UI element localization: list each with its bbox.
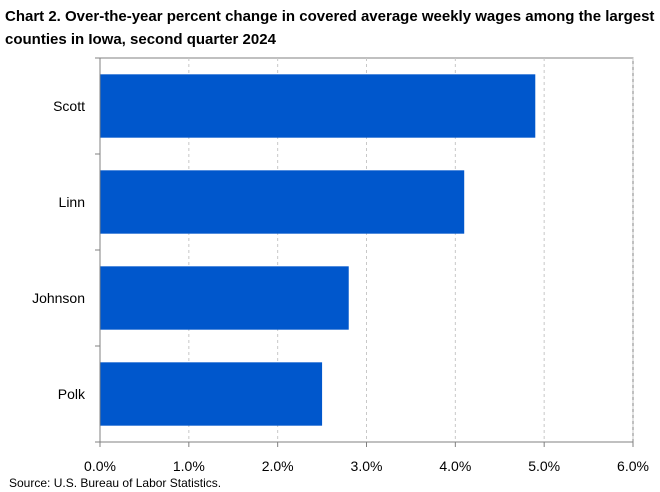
bar (100, 266, 349, 330)
x-tick-label: 6.0% (617, 458, 649, 474)
x-tick-label: 5.0% (528, 458, 560, 474)
y-category-label: Scott (53, 98, 85, 114)
bar (100, 74, 536, 138)
x-tick-label: 1.0% (173, 458, 205, 474)
bar (100, 362, 323, 426)
x-tick-label: 3.0% (351, 458, 383, 474)
bars (100, 74, 536, 426)
axes (95, 57, 634, 447)
bar (100, 170, 465, 234)
y-category-label: Johnson (32, 290, 85, 306)
y-category-label: Linn (59, 194, 85, 210)
x-tick-label: 4.0% (439, 458, 471, 474)
y-category-label: Polk (58, 386, 86, 402)
x-tick-label: 2.0% (262, 458, 294, 474)
x-tick-label: 0.0% (84, 458, 116, 474)
bar-chart: 0.0% 1.0% 2.0% 3.0% 4.0% 5.0% 6.0% Scott Linn Joh… (32, 57, 649, 474)
chart-title: Chart 2. Over-the-year percent change in… (5, 8, 655, 48)
source-note: Source: U.S. Bureau of Labor Statistics. (9, 476, 222, 490)
tick-labels: 0.0% 1.0% 2.0% 3.0% 4.0% 5.0% 6.0% Scott Linn Joh… (32, 98, 649, 474)
